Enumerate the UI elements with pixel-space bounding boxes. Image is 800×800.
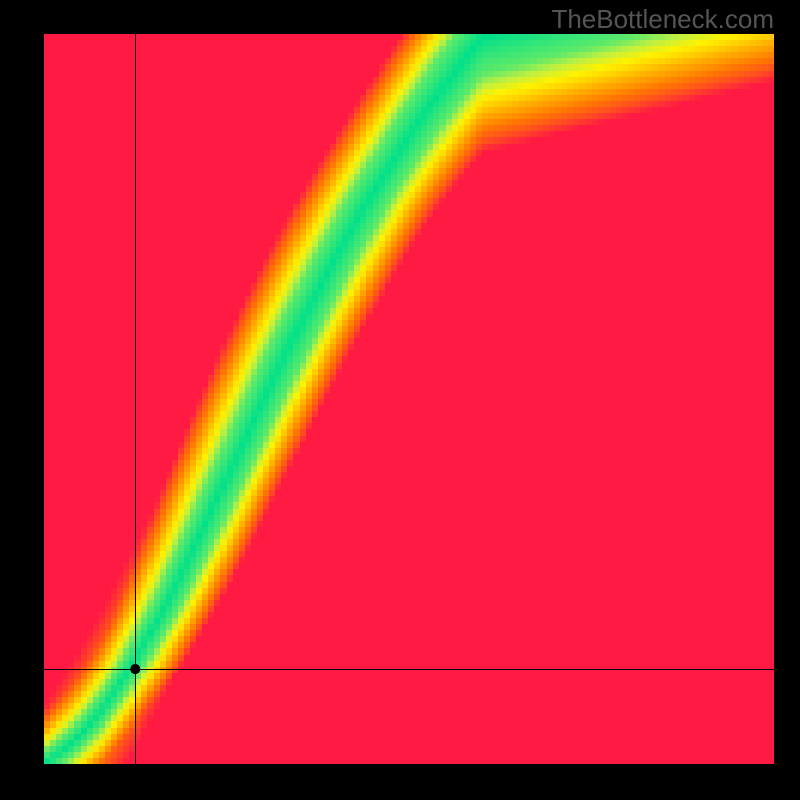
watermark-text: TheBottleneck.com <box>551 4 774 35</box>
bottleneck-heatmap <box>44 34 774 764</box>
chart-container: TheBottleneck.com <box>0 0 800 800</box>
